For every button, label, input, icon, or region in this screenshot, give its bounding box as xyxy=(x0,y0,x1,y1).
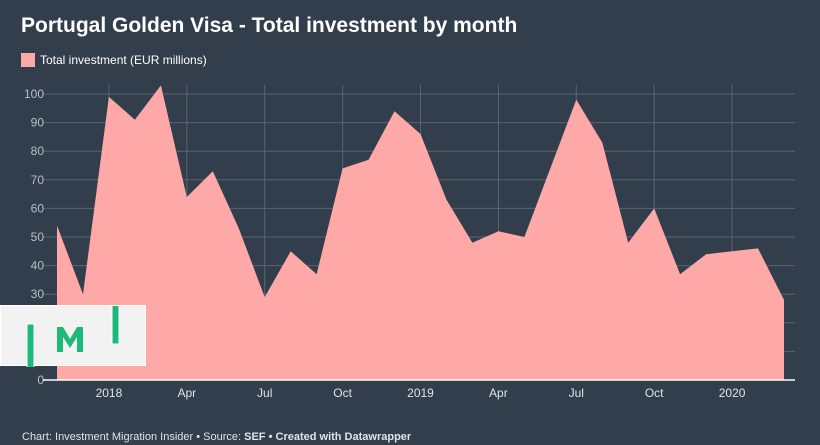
legend-label: Total investment (EUR millions) xyxy=(40,53,207,67)
x-tick-label: 2019 xyxy=(407,386,434,400)
footer-prefix: Chart: Investment Migration Insider • So… xyxy=(22,431,245,443)
y-tick-label: 40 xyxy=(31,259,45,273)
y-tick-label: 50 xyxy=(31,230,45,244)
y-tick-label: 80 xyxy=(31,144,45,158)
y-tick-label: 90 xyxy=(31,116,45,130)
x-tick-label: Oct xyxy=(645,386,664,400)
footer: Chart: Investment Migration Insider • So… xyxy=(22,431,411,443)
y-tick-label: 70 xyxy=(31,173,45,187)
x-tick-label: 2018 xyxy=(96,386,123,400)
x-tick-label: Jul xyxy=(569,386,584,400)
footer-credit: • Created with Datawrapper xyxy=(265,431,412,443)
logo-mark xyxy=(26,306,120,367)
x-tick-label: Apr xyxy=(177,386,196,400)
x-tick-label: Jul xyxy=(257,386,272,400)
footer-source: SEF xyxy=(244,431,266,443)
area-series xyxy=(57,85,784,381)
legend: Total investment (EUR millions) xyxy=(21,53,207,67)
y-tick-label: 30 xyxy=(31,287,45,301)
y-tick-label: 0 xyxy=(37,373,44,387)
x-tick-label: 2020 xyxy=(719,386,746,400)
chart-title: Portugal Golden Visa - Total investment … xyxy=(21,14,518,37)
imi-logo xyxy=(0,305,146,367)
x-tick-label: Apr xyxy=(489,386,508,400)
x-tick-label: Oct xyxy=(333,386,352,400)
legend-swatch xyxy=(21,53,35,67)
y-tick-label: 100 xyxy=(24,87,44,101)
y-tick-label: 60 xyxy=(31,201,45,215)
